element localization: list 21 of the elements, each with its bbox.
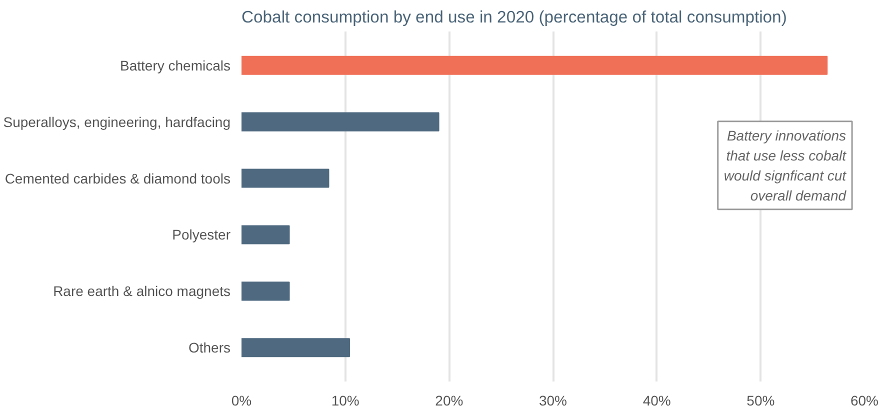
bar <box>242 168 330 188</box>
bar <box>242 282 290 301</box>
y-tick-label: Rare earth & alnico magnets <box>53 283 231 300</box>
x-tick-label: 10% <box>331 392 360 408</box>
y-tick-label: Polyester <box>172 226 231 243</box>
bar <box>242 225 290 244</box>
bar <box>242 56 828 75</box>
x-tick-label: 30% <box>538 392 568 408</box>
x-tick-label: 60% <box>850 392 879 408</box>
x-tick-label: 50% <box>746 392 775 408</box>
x-tick-label: 40% <box>642 392 671 408</box>
bar <box>242 338 350 358</box>
y-tick-label: Superalloys, engineering, hardfacing <box>3 114 231 130</box>
chart-title: Cobalt consumption by end use in 2020 (percentage of total consumption) <box>242 8 787 26</box>
x-tick-label: 0% <box>231 392 252 408</box>
y-tick-label: Battery chemicals <box>120 57 230 74</box>
y-tick-label: Others <box>188 340 230 356</box>
y-tick-label: Cemented carbides & diamond tools <box>4 170 231 186</box>
x-tick-label: 20% <box>435 392 464 408</box>
bar <box>242 112 440 132</box>
annotation: Battery innovations that use less cobalt would signficant cut overall demand <box>724 127 848 204</box>
